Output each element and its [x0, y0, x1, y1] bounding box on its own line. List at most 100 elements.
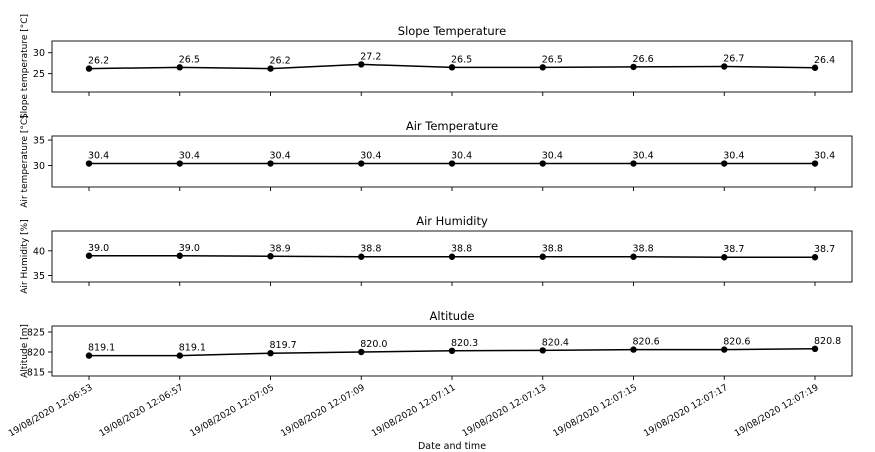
- data-point: [176, 352, 183, 359]
- data-label: 38.8: [451, 244, 472, 255]
- data-point: [85, 65, 93, 72]
- data-label: 38.9: [270, 243, 291, 254]
- data-point: [811, 160, 819, 167]
- y-axis-label: Altitude [m]: [20, 324, 30, 378]
- y-axis-label: Air Humidity [%]: [20, 219, 30, 293]
- x-tick-label: 19/08/2020 12:07:15: [552, 383, 639, 439]
- data-point: [358, 348, 365, 356]
- data-label: 820.3: [451, 338, 478, 349]
- data-point: [721, 63, 728, 70]
- data-point: [811, 254, 819, 261]
- data-point: [721, 160, 728, 167]
- data-label: 819.7: [270, 340, 297, 351]
- data-label: 30.4: [270, 151, 291, 162]
- data-point: [811, 64, 819, 71]
- x-tick-label: 19/08/2020 12:07:05: [189, 383, 276, 439]
- y-tick-label: 825: [27, 328, 45, 339]
- y-tick-label: 30: [33, 48, 45, 59]
- data-point: [267, 253, 274, 260]
- x-axis-label: Date and time: [418, 441, 486, 452]
- data-point: [721, 346, 728, 353]
- data-point: [358, 253, 365, 260]
- data-label: 26.5: [542, 54, 563, 65]
- data-point: [630, 160, 637, 167]
- data-label: 26.2: [270, 56, 291, 67]
- x-tick-label: 19/08/2020 12:07:13: [461, 383, 548, 439]
- data-point: [85, 352, 93, 359]
- y-tick-label: 40: [33, 246, 45, 257]
- data-label: 820.6: [723, 337, 750, 348]
- data-point: [267, 350, 274, 357]
- data-point: [358, 160, 365, 167]
- y-tick-label: 25: [33, 69, 45, 80]
- data-label: 30.4: [179, 151, 200, 162]
- data-label: 820.6: [633, 337, 660, 348]
- x-tick-label: 19/08/2020 12:07:19: [733, 383, 821, 439]
- x-tick-label: 19/08/2020 12:06:53: [7, 383, 94, 439]
- data-label: 30.4: [88, 151, 109, 162]
- data-label: 30.4: [542, 151, 563, 162]
- data-label: 27.2: [360, 51, 381, 62]
- data-label: 38.8: [542, 244, 563, 255]
- data-label: 26.2: [88, 56, 109, 67]
- data-label: 819.1: [179, 343, 206, 354]
- data-label: 39.0: [88, 243, 109, 254]
- data-point: [811, 345, 819, 352]
- data-point: [267, 160, 274, 167]
- data-label: 30.4: [360, 151, 381, 162]
- data-point: [539, 347, 546, 354]
- chart-title: Altitude: [430, 309, 475, 323]
- data-point: [539, 160, 546, 167]
- data-label: 26.6: [633, 54, 654, 65]
- data-point: [85, 252, 93, 259]
- y-axis-label: Air temperature [°C]: [20, 115, 30, 207]
- data-label: 820.4: [542, 337, 569, 348]
- y-axis-label: Slope temperature [°C]: [20, 14, 30, 119]
- chart-title: Slope Temperature: [398, 24, 506, 38]
- data-point: [630, 253, 637, 260]
- data-label: 819.1: [88, 343, 115, 354]
- data-label: 38.8: [633, 244, 654, 255]
- data-point: [539, 64, 546, 71]
- data-point: [448, 347, 456, 354]
- data-point: [85, 160, 93, 167]
- x-tick-label: 19/08/2020 12:07:09: [279, 383, 367, 439]
- data-label: 30.4: [633, 151, 654, 162]
- data-label: 30.4: [814, 151, 835, 162]
- data-label: 38.7: [814, 244, 835, 255]
- y-tick-label: 30: [33, 161, 45, 172]
- data-label: 26.4: [814, 55, 835, 66]
- data-label: 26.7: [723, 54, 744, 65]
- x-tick-label: 19/08/2020 12:07:11: [370, 383, 457, 439]
- data-label: 39.0: [179, 243, 200, 254]
- data-label: 30.4: [723, 151, 744, 162]
- chart-title: Air Temperature: [406, 119, 498, 133]
- data-point: [448, 253, 456, 260]
- data-point: [267, 65, 274, 72]
- data-point: [630, 63, 637, 71]
- x-tick-label: 19/08/2020 12:06:57: [98, 383, 185, 439]
- y-tick-label: 35: [33, 136, 45, 147]
- data-point: [176, 160, 183, 167]
- data-label: 38.8: [360, 244, 381, 255]
- data-point: [721, 254, 728, 261]
- data-point: [539, 253, 546, 260]
- data-label: 30.4: [451, 151, 472, 162]
- data-point: [630, 346, 637, 353]
- y-tick-label: 815: [27, 368, 45, 379]
- data-label: 820.0: [360, 339, 387, 350]
- data-point: [176, 64, 183, 71]
- chart-title: Air Humidity: [416, 214, 488, 228]
- y-tick-label: 35: [33, 271, 45, 282]
- data-label: 820.8: [814, 336, 841, 347]
- data-point: [358, 61, 365, 68]
- x-tick-label: 19/08/2020 12:07:17: [642, 383, 729, 439]
- y-tick-label: 820: [27, 348, 45, 359]
- data-label: 26.5: [451, 54, 472, 65]
- data-label: 26.5: [179, 54, 200, 65]
- data-label: 38.7: [723, 244, 744, 255]
- data-point: [176, 252, 183, 259]
- data-point: [448, 160, 456, 167]
- data-point: [448, 64, 456, 71]
